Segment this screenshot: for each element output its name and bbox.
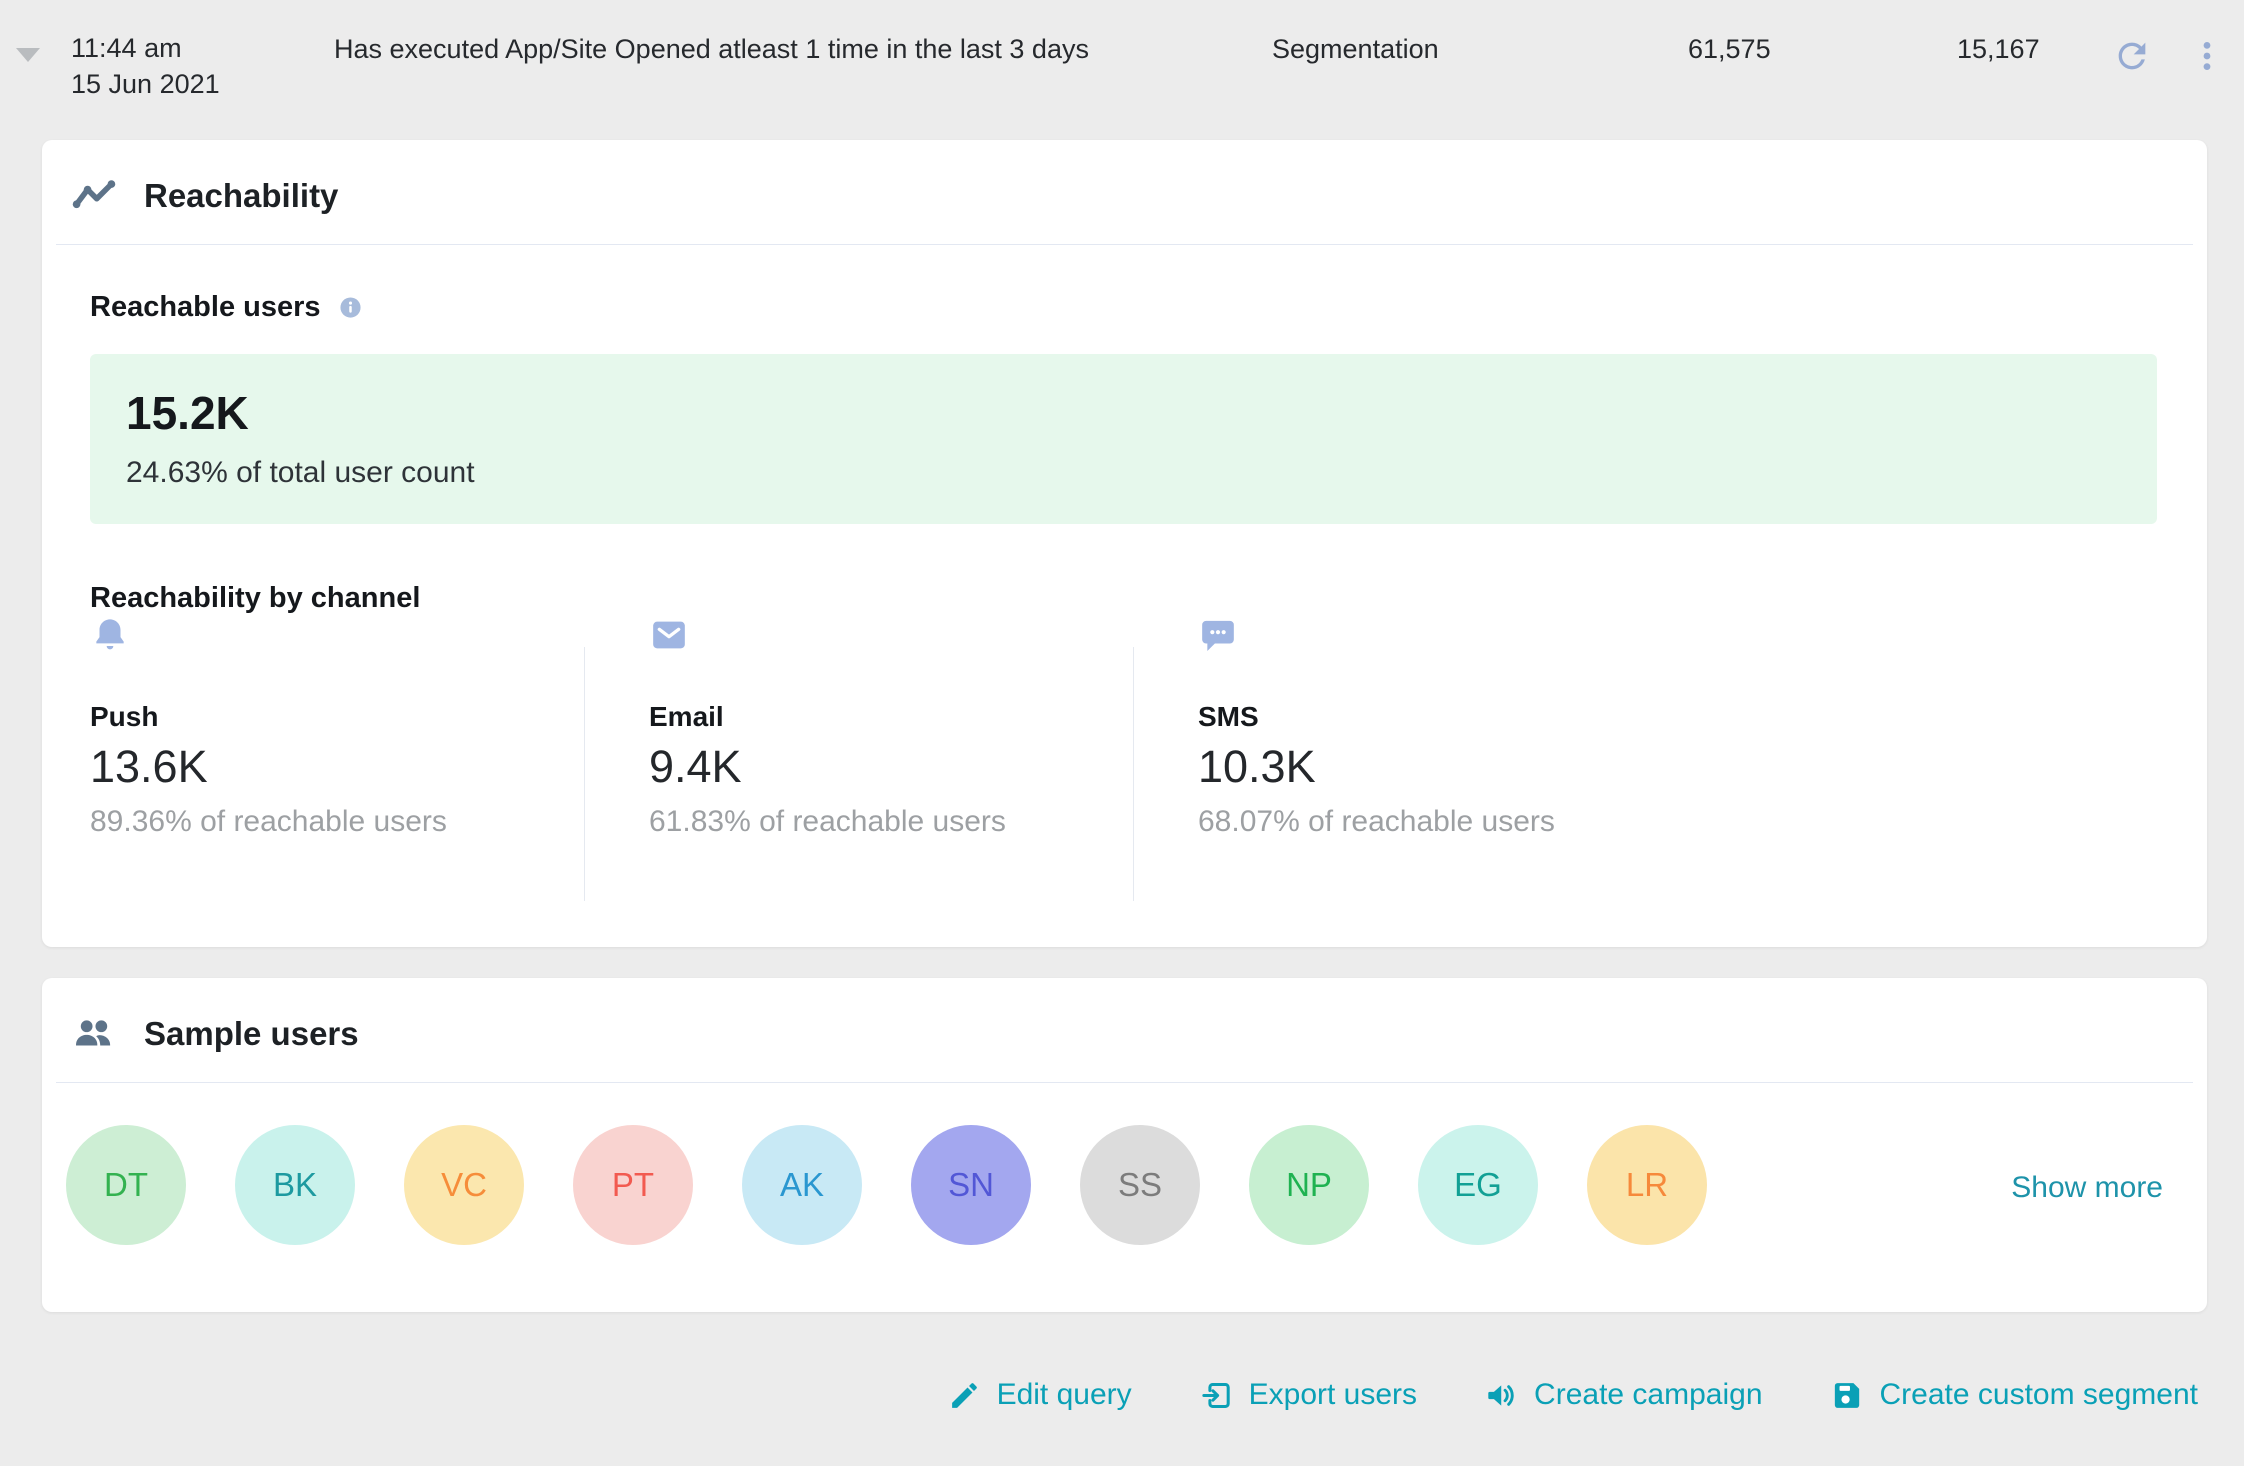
- kebab-menu-icon[interactable]: [2190, 36, 2224, 76]
- sample-users-card-header: Sample users: [42, 978, 2207, 1056]
- by-channel-label: Reachability by channel: [90, 582, 421, 614]
- create-campaign-button[interactable]: Create campaign: [1485, 1378, 1763, 1412]
- channel-name: SMS: [1198, 701, 1259, 732]
- segment-timestamp: 11:44 am 15 Jun 2021: [71, 30, 220, 102]
- refresh-icon[interactable]: [2112, 36, 2152, 76]
- save-icon: [1831, 1379, 1864, 1412]
- action-label: Create campaign: [1534, 1378, 1763, 1411]
- channel-caption: 89.36% of reachable users: [90, 805, 447, 838]
- avatar-np[interactable]: NP: [1249, 1125, 1369, 1245]
- avatar-ak[interactable]: AK: [742, 1125, 862, 1245]
- header-divider: [56, 1082, 2193, 1083]
- segment-actions-bar: Edit query Export users Create campaign: [948, 1378, 2198, 1412]
- show-more-link[interactable]: Show more: [2011, 1171, 2163, 1204]
- sample-users-card: Sample users DT BK VC PT AK SN SS NP EG LR Show m…: [42, 978, 2207, 1312]
- sample-users-title: Sample users: [144, 1015, 359, 1052]
- segment-query-text: Has executed App/Site Opened atleast 1 t…: [334, 34, 1089, 64]
- segment-date: 15 Jun 2021: [71, 69, 220, 99]
- channel-divider: [1133, 647, 1134, 901]
- export-icon: [1200, 1379, 1233, 1412]
- action-label: Create custom segment: [1879, 1378, 2198, 1411]
- reachable-users-label: Reachable users: [90, 291, 321, 323]
- reachable-users-caption: 24.63% of total user count: [126, 456, 475, 489]
- envelope-icon: [649, 615, 1133, 655]
- channel-stats-row: Push 13.6K 89.36% of reachable users Ema…: [90, 615, 2159, 901]
- collapse-caret-icon[interactable]: [16, 48, 40, 62]
- avatar-dt[interactable]: DT: [66, 1125, 186, 1245]
- bell-icon: [90, 615, 584, 655]
- megaphone-icon: [1485, 1379, 1518, 1412]
- channel-caption: 61.83% of reachable users: [649, 805, 1006, 838]
- channel-caption: 68.07% of reachable users: [1198, 805, 1555, 838]
- avatar-sn[interactable]: SN: [911, 1125, 1031, 1245]
- channel-value: 9.4K: [649, 741, 742, 792]
- avatar-ss[interactable]: SS: [1080, 1125, 1200, 1245]
- segment-type-label: Segmentation: [1272, 34, 1439, 64]
- avatar-pt[interactable]: PT: [573, 1125, 693, 1245]
- avatar-lr[interactable]: LR: [1587, 1125, 1707, 1245]
- avatar-eg[interactable]: EG: [1418, 1125, 1538, 1245]
- matched-user-count: 15,167: [1957, 34, 2040, 64]
- channel-name: Email: [649, 701, 724, 732]
- sample-users-row: DT BK VC PT AK SN SS NP EG LR Show more: [42, 1083, 2207, 1245]
- channel-email: Email 9.4K 61.83% of reachable users: [585, 615, 1133, 901]
- segment-time: 11:44 am: [71, 33, 182, 63]
- reachable-users-summary: 15.2K 24.63% of total user count: [90, 354, 2157, 524]
- export-users-button[interactable]: Export users: [1200, 1378, 1417, 1412]
- line-chart-icon: [72, 174, 116, 218]
- people-icon: [72, 1012, 116, 1056]
- avatar-bk[interactable]: BK: [235, 1125, 355, 1245]
- reachable-users-value: 15.2K: [126, 387, 249, 439]
- chat-bubble-icon: [1198, 615, 2159, 655]
- channel-sms: SMS 10.3K 68.07% of reachable users: [1134, 615, 2159, 901]
- channel-push: Push 13.6K 89.36% of reachable users: [90, 615, 584, 901]
- segment-header-bar: 11:44 am 15 Jun 2021 Has executed App/Si…: [0, 0, 2244, 130]
- channel-value: 13.6K: [90, 741, 208, 792]
- info-icon[interactable]: [339, 296, 362, 319]
- reachability-card-header: Reachability: [42, 140, 2207, 218]
- avatar-list: DT BK VC PT AK SN SS NP EG LR: [66, 1125, 1756, 1245]
- reachability-title: Reachability: [144, 177, 339, 214]
- header-divider: [56, 244, 2193, 245]
- action-label: Edit query: [996, 1378, 1132, 1411]
- total-user-count: 61,575: [1688, 34, 1771, 64]
- reachability-card: Reachability Reachable users 15.2K 24.63…: [42, 140, 2207, 947]
- action-label: Export users: [1248, 1378, 1418, 1411]
- edit-query-button[interactable]: Edit query: [948, 1378, 1132, 1412]
- avatar-vc[interactable]: VC: [404, 1125, 524, 1245]
- channel-value: 10.3K: [1198, 741, 1316, 792]
- channel-divider: [584, 647, 585, 901]
- channel-name: Push: [90, 701, 159, 732]
- create-custom-segment-button[interactable]: Create custom segment: [1831, 1378, 2198, 1412]
- pencil-icon: [948, 1379, 981, 1412]
